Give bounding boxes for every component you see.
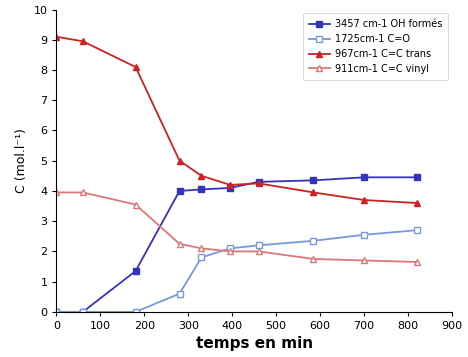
3457 cm-1 OH formés bbox=[80, 310, 86, 314]
X-axis label: temps en min: temps en min bbox=[196, 336, 313, 351]
911cm-1 C=C vinyl bbox=[198, 246, 204, 251]
1725cm-1 C=O bbox=[133, 310, 139, 314]
3457 cm-1 OH formés bbox=[133, 269, 139, 273]
1725cm-1 C=O bbox=[256, 243, 262, 247]
1725cm-1 C=O bbox=[80, 310, 86, 314]
911cm-1 C=C vinyl bbox=[80, 190, 86, 195]
911cm-1 C=C vinyl bbox=[256, 249, 262, 253]
1725cm-1 C=O bbox=[311, 239, 316, 243]
3457 cm-1 OH formés bbox=[227, 186, 233, 190]
Line: 3457 cm-1 OH formés: 3457 cm-1 OH formés bbox=[53, 174, 420, 315]
911cm-1 C=C vinyl bbox=[133, 202, 139, 207]
967cm-1 C=C trans bbox=[133, 65, 139, 69]
967cm-1 C=C trans bbox=[198, 174, 204, 178]
3457 cm-1 OH formés bbox=[256, 180, 262, 184]
967cm-1 C=C trans bbox=[256, 181, 262, 186]
3457 cm-1 OH formés bbox=[198, 187, 204, 192]
911cm-1 C=C vinyl bbox=[361, 258, 367, 263]
1725cm-1 C=O bbox=[54, 310, 59, 314]
3457 cm-1 OH formés bbox=[311, 178, 316, 182]
Line: 911cm-1 C=C vinyl: 911cm-1 C=C vinyl bbox=[53, 189, 420, 266]
911cm-1 C=C vinyl bbox=[414, 260, 419, 264]
967cm-1 C=C trans bbox=[414, 201, 419, 205]
967cm-1 C=C trans bbox=[311, 190, 316, 195]
3457 cm-1 OH formés bbox=[414, 175, 419, 180]
3457 cm-1 OH formés bbox=[177, 189, 183, 193]
911cm-1 C=C vinyl bbox=[177, 242, 183, 246]
1725cm-1 C=O bbox=[361, 233, 367, 237]
Line: 967cm-1 C=C trans: 967cm-1 C=C trans bbox=[53, 33, 420, 206]
967cm-1 C=C trans bbox=[177, 159, 183, 163]
967cm-1 C=C trans bbox=[80, 39, 86, 44]
Line: 1725cm-1 C=O: 1725cm-1 C=O bbox=[53, 227, 420, 315]
1725cm-1 C=O bbox=[227, 246, 233, 251]
967cm-1 C=C trans bbox=[54, 35, 59, 39]
911cm-1 C=C vinyl bbox=[54, 190, 59, 195]
967cm-1 C=C trans bbox=[361, 198, 367, 202]
1725cm-1 C=O bbox=[414, 228, 419, 232]
911cm-1 C=C vinyl bbox=[311, 257, 316, 261]
911cm-1 C=C vinyl bbox=[227, 249, 233, 253]
1725cm-1 C=O bbox=[198, 255, 204, 260]
Legend: 3457 cm-1 OH formés, 1725cm-1 C=O, 967cm-1 C=C trans, 911cm-1 C=C vinyl: 3457 cm-1 OH formés, 1725cm-1 C=O, 967cm… bbox=[303, 14, 448, 80]
3457 cm-1 OH formés bbox=[54, 310, 59, 314]
3457 cm-1 OH formés bbox=[361, 175, 367, 180]
967cm-1 C=C trans bbox=[227, 183, 233, 187]
Y-axis label: C (mol.l⁻¹): C (mol.l⁻¹) bbox=[15, 128, 28, 193]
1725cm-1 C=O bbox=[177, 292, 183, 296]
